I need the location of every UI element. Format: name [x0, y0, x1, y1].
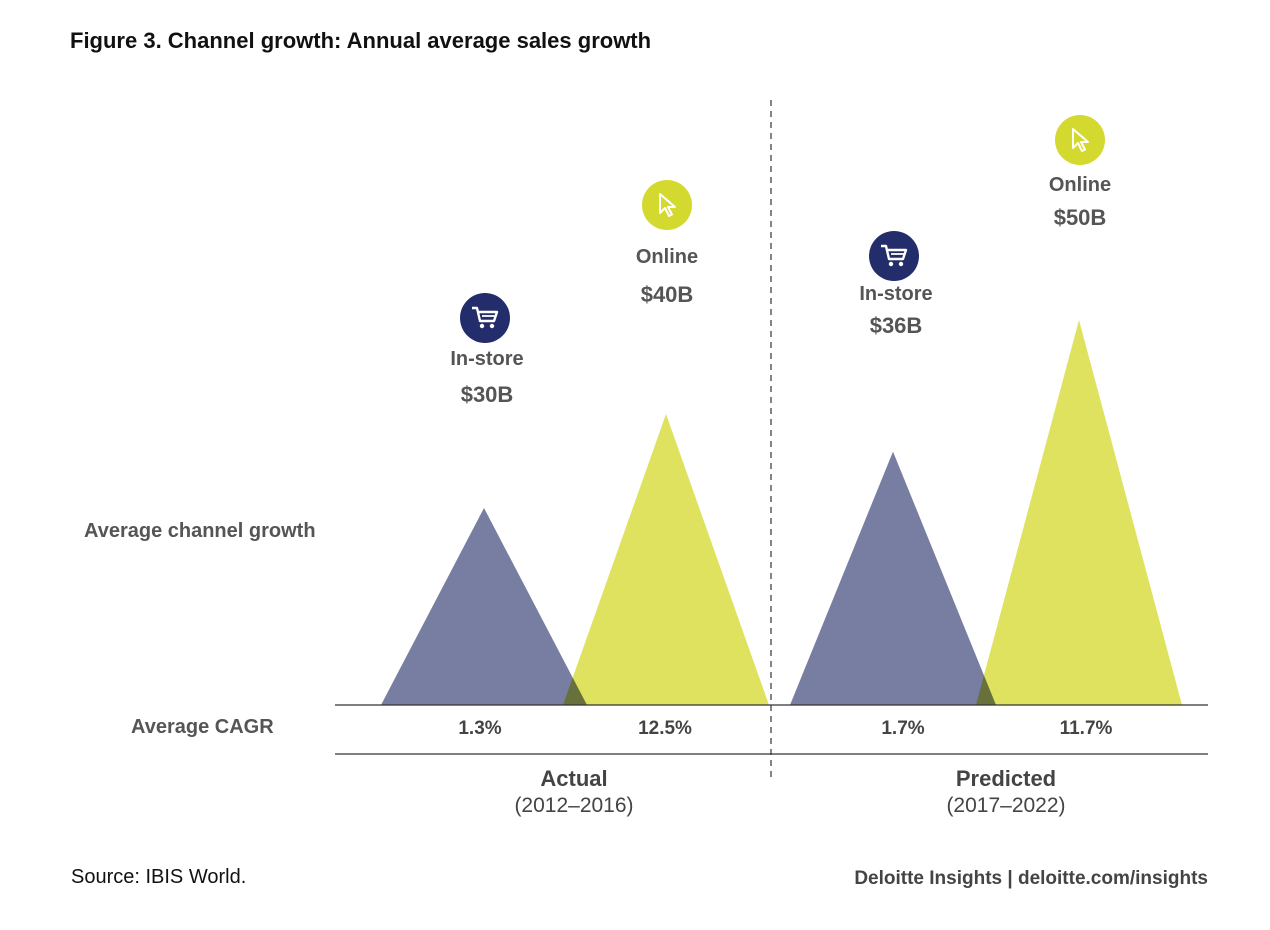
marker-value-actual-instore: $30B — [460, 382, 514, 407]
peak-actual-instore — [381, 508, 587, 705]
cagr-value-actual-online: 12.5% — [638, 718, 692, 739]
peak-predicted-instore — [790, 451, 996, 705]
marker-value-predicted-instore: $36B — [869, 313, 923, 338]
group-label-actual: Actual — [540, 766, 608, 791]
cagr-value-actual-instore: 1.3% — [458, 718, 502, 739]
shopping-cart-icon — [460, 293, 510, 343]
peaks-layer — [381, 320, 1182, 705]
peak-predicted-online — [976, 320, 1182, 705]
group-range-actual: (2012–2016) — [514, 794, 634, 817]
marker-label-actual-online: Online — [635, 246, 699, 268]
marker-label-predicted-online: Online — [1048, 174, 1112, 196]
marker-label-predicted-instore: In-store — [859, 283, 933, 305]
marker-label-actual-instore: In-store — [450, 348, 524, 370]
shopping-cart-icon — [869, 231, 919, 281]
brand-credit: Deloitte Insights | deloitte.com/insight… — [854, 868, 1208, 889]
chart-title: Figure 3. Channel growth: Annual average… — [70, 28, 652, 53]
marker-value-actual-online: $40B — [640, 282, 694, 307]
cagr-row-label: Average CAGR — [131, 716, 274, 738]
marker-value-predicted-online: $50B — [1053, 205, 1107, 230]
cagr-value-predicted-online: 11.7% — [1059, 718, 1113, 739]
group-range-predicted: (2017–2022) — [946, 794, 1066, 817]
peak-actual-online — [563, 414, 769, 705]
cursor-icon — [1055, 115, 1105, 165]
group-label-predicted: Predicted — [955, 766, 1057, 791]
cagr-value-predicted-instore: 1.7% — [881, 718, 925, 739]
source-note: Source: IBIS World. — [71, 866, 247, 888]
y-axis-label: Average channel growth — [84, 520, 316, 542]
cursor-icon — [642, 180, 692, 230]
